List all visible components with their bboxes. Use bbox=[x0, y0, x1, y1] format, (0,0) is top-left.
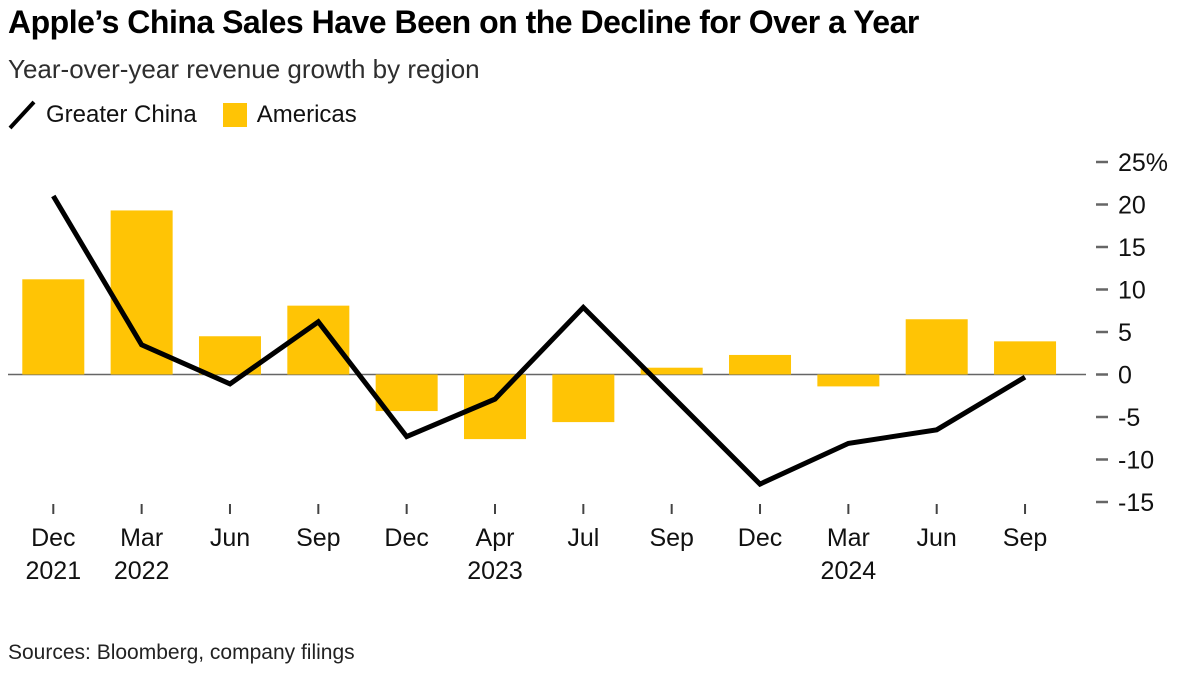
legend-item-greater-china: Greater China bbox=[8, 100, 197, 130]
chart-subtitle: Year-over-year revenue growth by region bbox=[8, 54, 480, 84]
x-tick-label-year: 2022 bbox=[114, 557, 170, 585]
bar-sep bbox=[640, 367, 703, 375]
x-tick-label-month: Sep bbox=[296, 524, 340, 552]
y-tick-label: -5 bbox=[1118, 404, 1140, 432]
legend-item-americas: Americas bbox=[222, 101, 357, 129]
x-tick-label-month: Mar bbox=[827, 524, 870, 552]
y-tick-label: -15 bbox=[1118, 489, 1154, 517]
chart-title: Apple’s China Sales Have Been on the Dec… bbox=[8, 4, 919, 40]
y-tick-label: 25% bbox=[1118, 149, 1168, 177]
x-tick-label-month: Dec bbox=[384, 524, 428, 552]
x-tick-label-year: 2023 bbox=[467, 557, 523, 585]
bar-mar bbox=[817, 374, 880, 387]
x-tick-label-month: Sep bbox=[1003, 524, 1047, 552]
bar-sep bbox=[287, 305, 350, 375]
bar-series-swatch-icon bbox=[222, 103, 247, 127]
y-tick-label: 15 bbox=[1118, 234, 1146, 262]
y-tick-label: 5 bbox=[1118, 319, 1132, 347]
y-tick-label: 0 bbox=[1118, 362, 1132, 390]
y-tick-label: 10 bbox=[1118, 277, 1146, 305]
x-tick-label-month: Jun bbox=[210, 524, 250, 552]
legend-label-americas: Americas bbox=[256, 101, 357, 128]
x-tick-label-month: Apr bbox=[476, 524, 515, 552]
x-tick-label-month: Dec bbox=[738, 524, 782, 552]
line-series-icon bbox=[8, 100, 36, 130]
x-tick-label-year: 2024 bbox=[821, 557, 877, 585]
x-tick-label-month: Dec bbox=[31, 524, 75, 552]
chart-legend: Greater China Americas bbox=[8, 100, 357, 130]
x-tick-label-month: Jun bbox=[917, 524, 957, 552]
bar-sep bbox=[994, 341, 1057, 375]
bar-jun bbox=[905, 319, 968, 375]
sources-note: Sources: Bloomberg, company filings bbox=[8, 641, 355, 664]
x-tick-label-month: Jul bbox=[567, 524, 599, 552]
legend-label-greater-china: Greater China bbox=[46, 101, 197, 128]
bar-dec bbox=[729, 354, 792, 375]
y-tick-label: -10 bbox=[1118, 447, 1154, 475]
bar-mar bbox=[110, 210, 173, 375]
y-tick-label: 20 bbox=[1118, 192, 1146, 220]
x-tick-label-year: 2021 bbox=[25, 557, 81, 585]
bar-jul bbox=[552, 374, 615, 423]
x-tick-label-month: Mar bbox=[120, 524, 163, 552]
bar-dec bbox=[22, 279, 85, 375]
bar-dec bbox=[375, 374, 438, 412]
x-tick-label-month: Sep bbox=[649, 524, 693, 552]
line-greater-china bbox=[51, 194, 1027, 488]
